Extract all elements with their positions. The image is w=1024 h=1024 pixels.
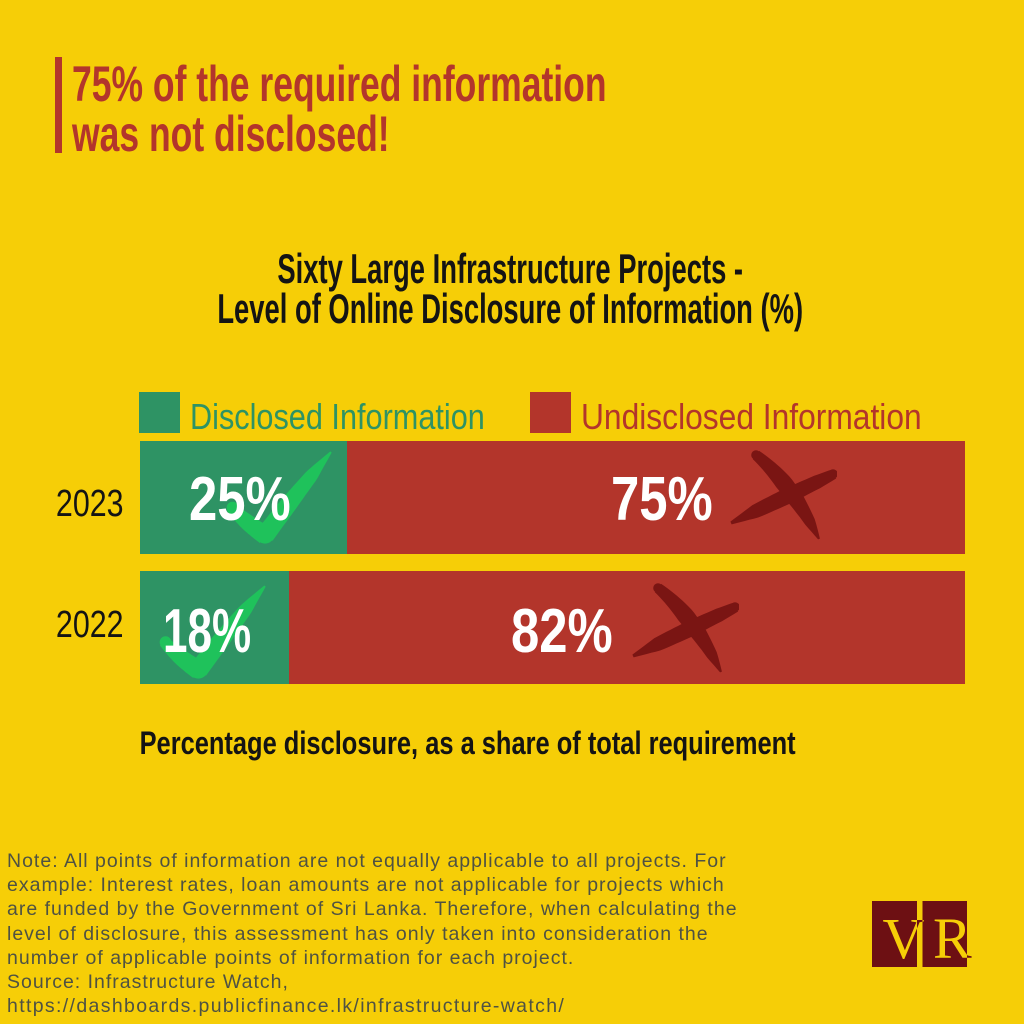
svg-text:V: V bbox=[883, 906, 925, 968]
svg-text:R: R bbox=[933, 906, 972, 968]
svg-text:R: R bbox=[933, 906, 972, 968]
